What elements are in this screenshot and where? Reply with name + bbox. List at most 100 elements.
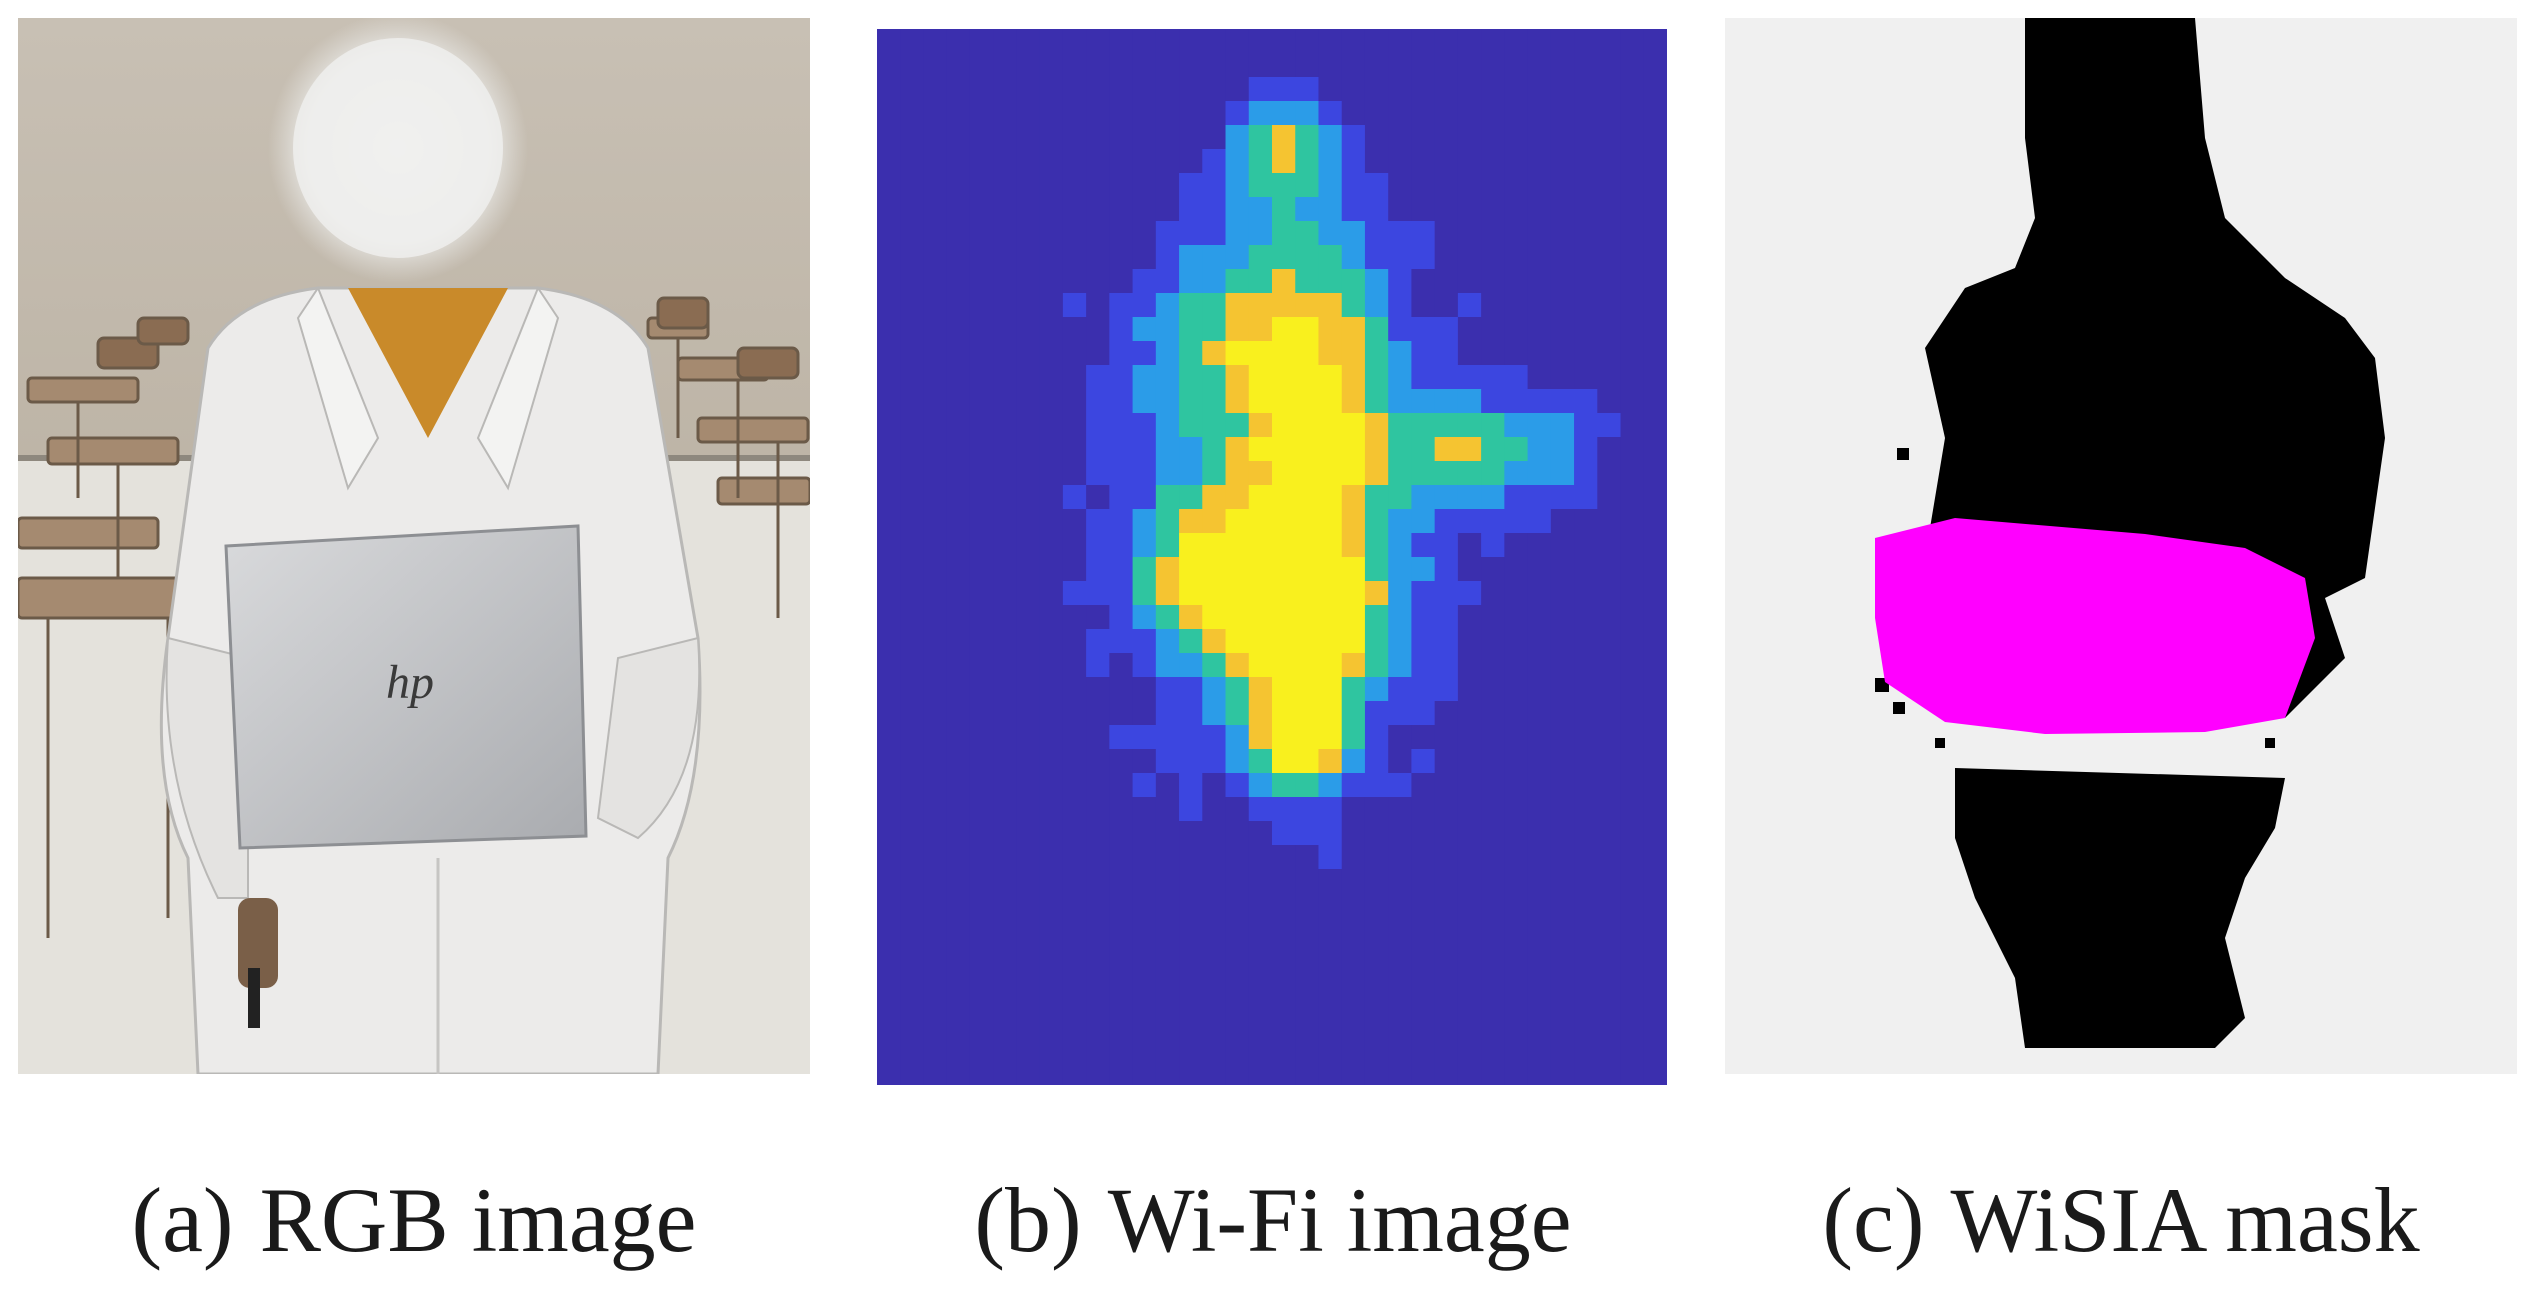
- heatmap-cell: [1643, 437, 1667, 462]
- heatmap-cell: [877, 221, 901, 246]
- heatmap-cell: [1202, 941, 1227, 966]
- heatmap-cell: [946, 509, 971, 534]
- heatmap-cell: [1179, 509, 1203, 534]
- heatmap-cell: [877, 1061, 901, 1085]
- heatmap-cell: [1202, 53, 1227, 78]
- heatmap-cell: [1504, 725, 1529, 750]
- heatmap-cell: [1643, 917, 1667, 942]
- heatmap-cell: [1016, 821, 1041, 846]
- heatmap-cell: [1504, 485, 1529, 510]
- heatmap-cell: [1272, 77, 1296, 102]
- heatmap-cell: [1272, 845, 1296, 870]
- heatmap-cell: [1550, 845, 1575, 870]
- heatmap-cell: [1295, 893, 1320, 918]
- heatmap-cell: [1225, 941, 1250, 966]
- heatmap-cell: [1643, 125, 1667, 150]
- heatmap-cell: [1155, 869, 1180, 894]
- heatmap-cell: [1481, 749, 1505, 774]
- heatmap-cell: [1202, 629, 1227, 654]
- heatmap-cell: [1620, 557, 1645, 582]
- heatmap-cell: [1109, 389, 1134, 414]
- heatmap-cell: [946, 821, 971, 846]
- heatmap-cell: [1481, 869, 1505, 894]
- heatmap-cell: [1086, 485, 1110, 510]
- heatmap-cell: [1318, 173, 1343, 198]
- heatmap-cell: [1109, 1061, 1134, 1085]
- heatmap-cell: [1039, 29, 1064, 54]
- heatmap-cell: [1039, 629, 1064, 654]
- heatmap-cell: [923, 77, 948, 102]
- heatmap-cell: [1341, 269, 1366, 294]
- heatmap-cell: [1388, 197, 1413, 222]
- heatmap-cell: [1388, 245, 1413, 270]
- heatmap-cell: [923, 509, 948, 534]
- heatmap-cell: [1295, 605, 1320, 630]
- heatmap-cell: [1457, 293, 1482, 318]
- heatmap-cell: [1225, 29, 1250, 54]
- heatmap-cell: [1481, 773, 1505, 798]
- heatmap-cell: [1179, 989, 1203, 1014]
- heatmap-cell: [1434, 701, 1459, 726]
- heatmap-cell: [1620, 77, 1645, 102]
- heatmap-cell: [1527, 173, 1552, 198]
- heatmap-cell: [1062, 149, 1087, 174]
- heatmap-cell: [993, 1013, 1018, 1038]
- heatmap-cell: [1062, 893, 1087, 918]
- heatmap-cell: [1341, 509, 1366, 534]
- heatmap-cell: [1620, 605, 1645, 630]
- heatmap-cell: [1550, 941, 1575, 966]
- heatmap-cell: [1388, 485, 1413, 510]
- heatmap-cell: [1295, 341, 1320, 366]
- heatmap-cell: [1411, 653, 1436, 678]
- heatmap-cell: [946, 77, 971, 102]
- heatmap-cell: [1039, 917, 1064, 942]
- heatmap-cell: [1109, 989, 1134, 1014]
- heatmap-cell: [1597, 821, 1622, 846]
- heatmap-cell: [1411, 341, 1436, 366]
- heatmap-cell: [1318, 677, 1343, 702]
- heatmap-cell: [1550, 1013, 1575, 1038]
- heatmap-cell: [900, 365, 925, 390]
- heatmap-cell: [946, 389, 971, 414]
- heatmap-cell: [1272, 509, 1296, 534]
- heatmap-cell: [1272, 821, 1296, 846]
- heatmap-cell: [1132, 749, 1157, 774]
- heatmap-cell: [1527, 941, 1552, 966]
- heatmap-cell: [1179, 29, 1203, 54]
- heatmap-cell: [1062, 293, 1087, 318]
- heatmap-cell: [1504, 581, 1529, 606]
- heatmap-cell: [1457, 341, 1482, 366]
- heatmap-cell: [1457, 269, 1482, 294]
- heatmap-cell: [993, 389, 1018, 414]
- heatmap-cell: [1341, 389, 1366, 414]
- heatmap-cell: [1086, 509, 1110, 534]
- heatmap-cell: [1155, 773, 1180, 798]
- heatmap-cell: [1202, 965, 1227, 990]
- heatmap-cell: [1643, 797, 1667, 822]
- heatmap-cell: [923, 917, 948, 942]
- heatmap-cell: [1155, 221, 1180, 246]
- heatmap-cell: [1597, 581, 1622, 606]
- wisia-mask: [1725, 18, 2517, 1074]
- heatmap-cell: [1062, 725, 1087, 750]
- heatmap-cell: [993, 845, 1018, 870]
- heatmap-cell: [1527, 509, 1552, 534]
- heatmap-cell: [1504, 125, 1529, 150]
- heatmap-cell: [1039, 317, 1064, 342]
- heatmap-cell: [1016, 605, 1041, 630]
- heatmap-cell: [969, 1013, 994, 1038]
- heatmap-cell: [1364, 365, 1389, 390]
- heatmap-cell: [1643, 1037, 1667, 1062]
- heatmap-cell: [1272, 29, 1296, 54]
- heatmap-cell: [969, 317, 994, 342]
- heatmap-cell: [1155, 1037, 1180, 1062]
- heatmap-cell: [1179, 77, 1203, 102]
- heatmap-cell: [1202, 821, 1227, 846]
- heatmap-cell: [1620, 725, 1645, 750]
- heatmap-cell: [1457, 965, 1482, 990]
- heatmap-cell: [877, 1037, 901, 1062]
- heatmap-cell: [1527, 821, 1552, 846]
- heatmap-cell: [1109, 1013, 1134, 1038]
- heatmap-cell: [1039, 941, 1064, 966]
- heatmap-cell: [1272, 1013, 1296, 1038]
